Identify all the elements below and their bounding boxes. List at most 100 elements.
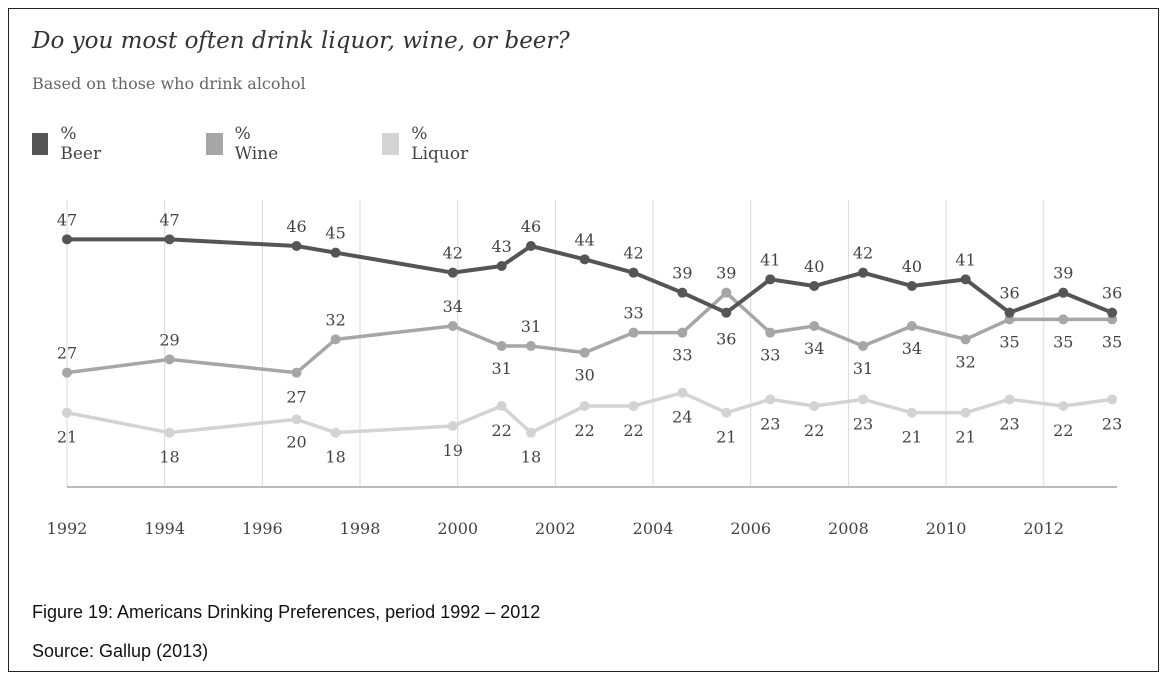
legend-label-wine: % Wine [234, 124, 279, 164]
data-label-liquor-7: 22 [574, 421, 594, 440]
data-point-liquor-10 [721, 407, 732, 418]
data-label-liquor-1: 18 [159, 448, 179, 467]
data-point-liquor-18 [1107, 394, 1118, 405]
data-point-liquor-12 [809, 401, 820, 411]
data-label-wine-1: 29 [159, 330, 179, 349]
data-point-liquor-6 [525, 427, 536, 438]
legend-label-liquor: % Liquor [411, 124, 469, 164]
data-label-wine-15: 32 [955, 352, 975, 371]
data-label-wine-14: 34 [902, 339, 922, 358]
data-label-beer-6: 46 [521, 217, 541, 236]
data-point-wine-7 [579, 347, 590, 358]
x-tick-label-1998: 1998 [340, 519, 381, 538]
x-tick-label-2000: 2000 [437, 519, 478, 538]
data-label-wine-13: 31 [853, 359, 873, 378]
data-point-liquor-0 [62, 407, 72, 418]
data-label-wine-5: 31 [491, 359, 511, 378]
data-label-wine-3: 32 [325, 310, 345, 329]
data-point-wine-5 [496, 341, 507, 351]
data-point-wine-14 [906, 321, 917, 331]
chart-title: Do you most often drink liquor, wine, or… [32, 28, 570, 54]
data-label-beer-14: 40 [902, 257, 922, 276]
data-point-beer-5 [496, 261, 507, 271]
data-label-liquor-10: 21 [716, 428, 736, 447]
data-label-wine-2: 27 [286, 388, 306, 407]
data-point-wine-6 [525, 341, 536, 351]
data-point-beer-8 [628, 267, 639, 278]
data-point-beer-10 [721, 307, 732, 318]
data-point-wine-1 [164, 354, 175, 365]
data-point-liquor-13 [858, 394, 869, 405]
data-point-liquor-14 [906, 407, 917, 418]
data-label-wine-16: 35 [999, 332, 1019, 351]
data-point-liquor-1 [164, 427, 175, 438]
data-point-beer-12 [809, 281, 820, 291]
data-point-beer-9 [677, 287, 688, 298]
data-point-liquor-4 [447, 421, 458, 431]
data-label-beer-15: 41 [955, 250, 975, 269]
data-point-beer-0 [62, 234, 72, 245]
data-label-beer-1: 47 [159, 210, 179, 229]
x-tick-label-2006: 2006 [730, 519, 771, 538]
data-label-beer-10: 36 [716, 330, 736, 349]
data-label-liquor-18: 23 [1102, 414, 1122, 433]
legend-swatch-beer [32, 133, 49, 155]
data-point-wine-8 [628, 327, 639, 338]
data-point-wine-17 [1058, 314, 1069, 325]
data-point-wine-12 [809, 321, 820, 331]
data-label-wine-6: 31 [521, 317, 541, 336]
data-label-beer-11: 41 [760, 250, 780, 269]
data-label-wine-12: 34 [804, 339, 824, 358]
data-label-beer-18: 36 [1102, 284, 1122, 303]
data-label-wine-11: 33 [760, 346, 780, 365]
data-label-beer-3: 45 [325, 224, 345, 243]
data-point-liquor-16 [1004, 394, 1015, 405]
data-label-liquor-6: 18 [521, 448, 541, 467]
data-point-beer-15 [960, 274, 971, 285]
data-label-liquor-3: 18 [325, 448, 345, 467]
data-label-beer-2: 46 [286, 217, 306, 236]
figure-source: Source: Gallup (2013) [32, 641, 209, 661]
legend-swatch-liquor [382, 133, 400, 155]
data-point-liquor-3 [330, 427, 341, 438]
data-label-liquor-4: 19 [443, 441, 463, 460]
data-label-beer-4: 42 [443, 244, 463, 263]
data-point-wine-0 [62, 367, 72, 378]
data-label-liquor-16: 23 [999, 414, 1019, 433]
data-point-liquor-15 [960, 407, 971, 418]
data-label-liquor-9: 24 [672, 408, 692, 427]
data-label-wine-18: 35 [1102, 332, 1122, 351]
data-point-beer-7 [579, 254, 590, 265]
data-point-liquor-17 [1058, 401, 1069, 411]
data-point-beer-6 [525, 241, 536, 251]
x-tick-label-2002: 2002 [535, 519, 576, 538]
data-point-wine-13 [858, 341, 869, 351]
data-point-wine-10 [721, 287, 732, 298]
x-tick-label-2010: 2010 [926, 519, 967, 538]
data-point-liquor-5 [496, 401, 507, 411]
data-point-wine-11 [765, 327, 776, 338]
data-point-beer-2 [291, 241, 302, 251]
data-point-wine-15 [960, 334, 971, 345]
data-point-beer-11 [765, 274, 776, 285]
legend-item-beer: % Beer [32, 124, 107, 164]
data-label-wine-8: 33 [623, 304, 643, 323]
data-point-liquor-2 [291, 414, 302, 425]
data-point-wine-9 [677, 327, 688, 338]
data-point-liquor-8 [628, 401, 639, 411]
x-tick-label-2004: 2004 [633, 519, 674, 538]
data-label-beer-0: 47 [57, 210, 77, 229]
data-point-wine-2 [291, 367, 302, 378]
data-point-beer-17 [1058, 287, 1069, 298]
data-point-beer-18 [1107, 307, 1118, 318]
data-label-wine-17: 35 [1053, 332, 1073, 351]
legend-item-wine: % Wine [206, 124, 284, 164]
data-point-liquor-9 [677, 387, 688, 398]
data-label-wine-7: 30 [574, 366, 594, 385]
data-label-liquor-12: 22 [804, 421, 824, 440]
data-label-beer-7: 44 [574, 230, 594, 249]
data-label-liquor-0: 21 [57, 428, 77, 447]
data-label-liquor-13: 23 [853, 414, 873, 433]
legend-swatch-wine [206, 133, 223, 155]
data-point-liquor-11 [765, 394, 776, 405]
